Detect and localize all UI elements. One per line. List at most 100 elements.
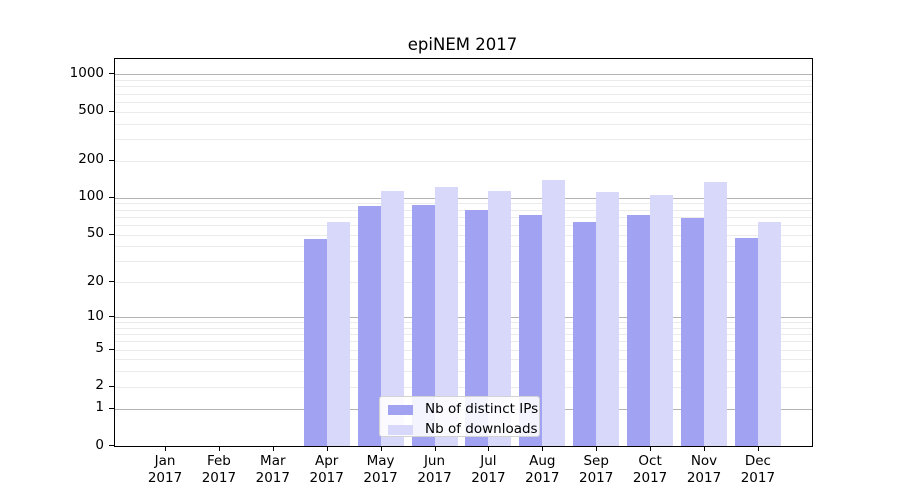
gridline-minor: [115, 349, 812, 351]
gridline-major: [115, 317, 812, 319]
gridline-minor: [115, 160, 812, 162]
x-tick-mark: [218, 446, 220, 451]
y-tick-label: 20: [86, 272, 104, 289]
y-tick-mark: [109, 407, 114, 409]
gridline-major: [115, 197, 812, 199]
bar: [519, 214, 543, 446]
x-tick-label-month: Jun: [423, 453, 446, 469]
gridline-minor: [115, 234, 812, 236]
x-tick-mark: [380, 446, 382, 451]
legend-swatch-downloads: [388, 424, 413, 435]
bar: [573, 222, 597, 446]
x-tick-label-year: 2017: [525, 470, 560, 486]
bar: [357, 205, 381, 446]
bar: [542, 179, 566, 446]
x-tick-mark: [326, 446, 328, 451]
gridline-minor: [115, 261, 812, 263]
y-tick-mark: [109, 233, 114, 235]
bar: [326, 222, 350, 446]
x-tick-mark: [596, 446, 598, 451]
x-tick-mark: [757, 446, 759, 451]
y-tick-label: 1000: [69, 64, 104, 81]
gridline-minor: [115, 224, 812, 226]
x-tick-mark: [488, 446, 490, 451]
bar: [650, 195, 674, 446]
bar: [757, 221, 781, 446]
x-tick-mark: [272, 446, 274, 451]
gridline-minor: [115, 80, 812, 82]
x-tick-label-year: 2017: [686, 470, 722, 486]
bar: [380, 190, 404, 446]
x-tick-label-month: Nov: [690, 453, 718, 469]
gridline-minor: [115, 386, 812, 388]
legend-entry-distinct-ips: Nb of distinct IPs: [388, 401, 538, 418]
y-tick-mark: [109, 159, 114, 161]
x-tick-mark: [542, 446, 544, 451]
chart-title: epiNEM 2017: [407, 35, 518, 54]
y-tick-mark: [109, 281, 114, 283]
bar: [411, 205, 435, 446]
legend: Nb of distinct IPs Nb of downloads: [379, 396, 540, 437]
gridline-minor: [115, 282, 812, 284]
y-tick-mark: [109, 73, 114, 75]
gridline-minor: [115, 111, 812, 113]
y-tick-mark: [109, 110, 114, 112]
legend-entry-downloads: Nb of downloads: [388, 421, 538, 438]
x-tick-label-month: Sep: [583, 453, 609, 469]
x-tick-mark: [165, 446, 166, 451]
bar: [734, 237, 758, 446]
legend-label-downloads: Nb of downloads: [425, 421, 538, 437]
bar: [488, 190, 512, 446]
y-tick-label: 10: [86, 307, 104, 324]
x-tick-label-year: 2017: [471, 470, 506, 486]
gridline-minor: [115, 327, 812, 329]
x-tick-mark: [650, 446, 652, 451]
x-tick-label-year: 2017: [201, 470, 237, 486]
y-tick-label: 1: [95, 399, 104, 416]
gridline-minor: [115, 359, 812, 361]
y-tick-mark: [109, 196, 114, 198]
x-tick-label-month: Jul: [480, 453, 497, 469]
bar: [465, 210, 489, 446]
gridline-minor: [115, 341, 812, 343]
bar: [627, 215, 651, 446]
legend-swatch-distinct-ips: [388, 404, 413, 415]
x-tick-label-month: Oct: [638, 453, 662, 469]
y-tick-mark: [109, 385, 114, 387]
gridline-minor: [115, 101, 812, 103]
gridline-minor: [115, 93, 812, 95]
x-tick-label-month: Feb: [206, 453, 231, 469]
gridline-minor: [115, 139, 812, 141]
gridline-minor: [115, 209, 812, 211]
gridline-minor: [115, 86, 812, 88]
x-tick-label-month: Dec: [744, 453, 771, 469]
plot-area: [114, 58, 813, 447]
x-tick-label-month: Mar: [260, 453, 286, 469]
y-tick-mark: [109, 348, 114, 350]
x-tick-label-year: 2017: [632, 470, 668, 486]
x-tick-label-year: 2017: [255, 470, 290, 486]
bar: [303, 238, 327, 446]
y-tick-mark: [109, 445, 114, 446]
x-tick-label-year: 2017: [417, 470, 452, 486]
x-tick-label-year: 2017: [309, 470, 344, 486]
y-tick-label: 5: [95, 340, 104, 357]
gridline-major: [115, 74, 812, 76]
y-tick-label: 100: [78, 188, 104, 205]
bar: [596, 191, 620, 446]
x-tick-label-month: Aug: [529, 453, 556, 469]
gridline-minor: [115, 123, 812, 125]
x-tick-mark: [434, 446, 436, 451]
y-tick-label: 2: [95, 377, 104, 394]
gridline-minor: [115, 203, 812, 205]
y-tick-label: 0: [95, 436, 104, 453]
y-tick-label: 50: [86, 225, 104, 242]
gridline-minor: [115, 322, 812, 324]
y-tick-label: 200: [78, 151, 104, 168]
x-tick-label-year: 2017: [147, 470, 183, 486]
x-tick-label-year: 2017: [579, 470, 614, 486]
y-tick-label: 500: [78, 102, 104, 119]
legend-label-distinct-ips: Nb of distinct IPs: [425, 401, 539, 417]
x-tick-label-month: Jan: [154, 453, 176, 469]
